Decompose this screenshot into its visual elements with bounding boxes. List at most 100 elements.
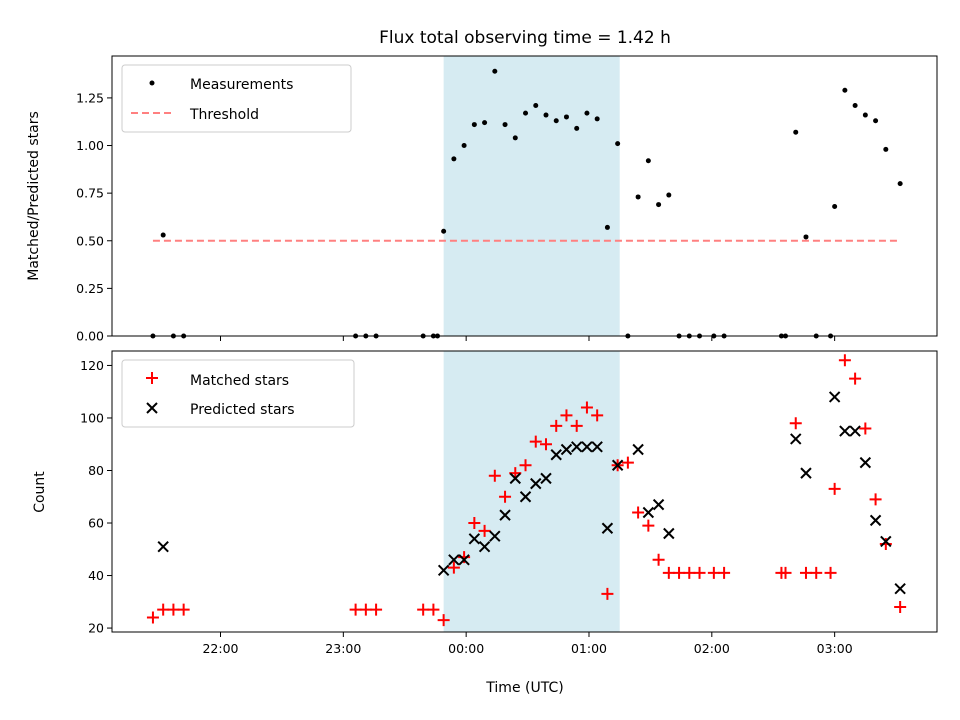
- x-tick-label: 03:00: [817, 641, 853, 656]
- matched-star-point: [642, 519, 655, 532]
- predicted-star-point: [894, 582, 906, 595]
- measurement-point: [883, 146, 889, 152]
- matched-star-point: [427, 603, 440, 616]
- bottom-x-ticks: 22:00 23:00 00:00 01:00 02:00 03:00: [202, 632, 853, 656]
- measurement-point: [852, 103, 858, 109]
- predicted-star-point: [437, 564, 450, 576]
- top-marks: [150, 68, 903, 339]
- measurement-point: [471, 122, 477, 128]
- legend-matched-label: Matched stars: [190, 373, 289, 389]
- measurement-point: [461, 143, 467, 149]
- predicted-star-point: [591, 441, 603, 453]
- y-tick-label: 40: [88, 568, 104, 583]
- measurement-point: [793, 129, 799, 135]
- predicted-star-point: [478, 540, 491, 553]
- predicted-star-point: [632, 443, 644, 456]
- y-tick-label: 1.00: [76, 138, 104, 153]
- x-tick-label: 22:00: [202, 641, 238, 656]
- measurement-point: [512, 135, 518, 141]
- measurement-point: [492, 68, 498, 74]
- measurement-point: [645, 158, 651, 164]
- predicted-star-point: [560, 443, 573, 456]
- measurement-point: [523, 110, 529, 116]
- matched-star-point: [177, 603, 190, 616]
- predicted-star-point: [828, 391, 841, 403]
- measurement-point: [635, 194, 641, 200]
- top-x-ticks: [219, 336, 836, 341]
- x-tick-label: 23:00: [325, 641, 361, 656]
- measurement-point: [553, 118, 559, 124]
- matched-star-point: [570, 419, 583, 432]
- predicted-star-point: [489, 530, 501, 542]
- matched-star-point: [157, 603, 170, 616]
- matched-star-point: [550, 419, 563, 432]
- predicted-star-point: [800, 467, 812, 479]
- matched-star-point: [707, 566, 720, 579]
- top-y-axis-label: Matched/Predicted stars: [26, 111, 42, 281]
- predicted-star-point: [550, 449, 562, 461]
- predicted-star-point: [859, 456, 872, 469]
- predicted-star-point: [839, 425, 851, 437]
- matched-star-point: [560, 409, 573, 422]
- predicted-star-point: [601, 522, 614, 534]
- matched-star-point: [488, 469, 501, 482]
- matched-star-point: [370, 603, 383, 616]
- measurement-point: [451, 156, 457, 162]
- matched-star-point: [359, 603, 372, 616]
- matched-star-point: [601, 587, 614, 600]
- measurement-point: [832, 203, 838, 209]
- matched-star-point: [849, 372, 862, 385]
- matched-star-point: [580, 401, 593, 414]
- measurement-point: [160, 232, 166, 238]
- predicted-star-point: [570, 441, 583, 453]
- x-tick-label: 00:00: [448, 641, 484, 656]
- measurement-point: [656, 202, 662, 208]
- measurement-point: [803, 234, 809, 240]
- matched-star-point: [693, 566, 706, 579]
- bottom-axes-frame: [111, 350, 938, 633]
- matched-star-point: [417, 603, 430, 616]
- bottom-marks: [146, 354, 907, 627]
- measurement-point: [604, 224, 610, 230]
- predicted-star-point: [869, 514, 882, 527]
- matched-star-point: [591, 409, 604, 422]
- top-axes-frame: [111, 55, 938, 337]
- top-panel: 0.00 0.25 0.50 0.75 1.00 1.25 Matched/Predict…: [26, 55, 938, 344]
- matched-star-point: [349, 603, 362, 616]
- matched-star-point: [499, 490, 512, 503]
- matched-star-point: [824, 566, 837, 579]
- matched-star-point: [529, 435, 542, 448]
- matched-star-point: [894, 601, 907, 614]
- measurement-point: [862, 112, 868, 118]
- bottom-y-axis-label: Count: [32, 471, 48, 513]
- y-tick-label: 20: [88, 621, 104, 636]
- top-legend-box: [121, 64, 352, 133]
- top-y-ticks: 0.00 0.25 0.50 0.75 1.00 1.25: [76, 90, 112, 344]
- legend-predicted-label: Predicted stars: [190, 402, 295, 418]
- x-axis-label: Time (UTC): [485, 680, 563, 696]
- predicted-star-point: [663, 527, 675, 540]
- predicted-star-point: [642, 506, 655, 519]
- predicted-star-point: [468, 533, 481, 545]
- legend-predicted-marker: [146, 402, 158, 414]
- x-tick-label: 02:00: [694, 641, 730, 656]
- matched-star-point: [652, 553, 665, 566]
- measurement-point: [594, 116, 600, 122]
- predicted-star-point: [157, 540, 169, 553]
- matched-star-point: [869, 493, 882, 506]
- predicted-star-point: [849, 425, 861, 437]
- bottom-y-ticks: 20 40 60 80 100 120: [80, 358, 112, 636]
- predicted-star-point: [581, 441, 593, 453]
- predicted-star-point: [448, 554, 460, 566]
- measurement-point: [574, 125, 580, 131]
- legend-threshold-label: Threshold: [189, 107, 259, 123]
- measurement-point: [666, 192, 672, 198]
- predicted-star-point: [458, 554, 470, 566]
- legend-measurements-marker: [149, 80, 155, 86]
- measurement-point: [897, 181, 903, 187]
- legend-measurements-label: Measurements: [190, 77, 293, 93]
- bottom-legend-box: [121, 359, 355, 428]
- measurement-point: [482, 120, 488, 126]
- y-tick-label: 0.75: [76, 186, 104, 201]
- matched-star-point: [789, 417, 802, 430]
